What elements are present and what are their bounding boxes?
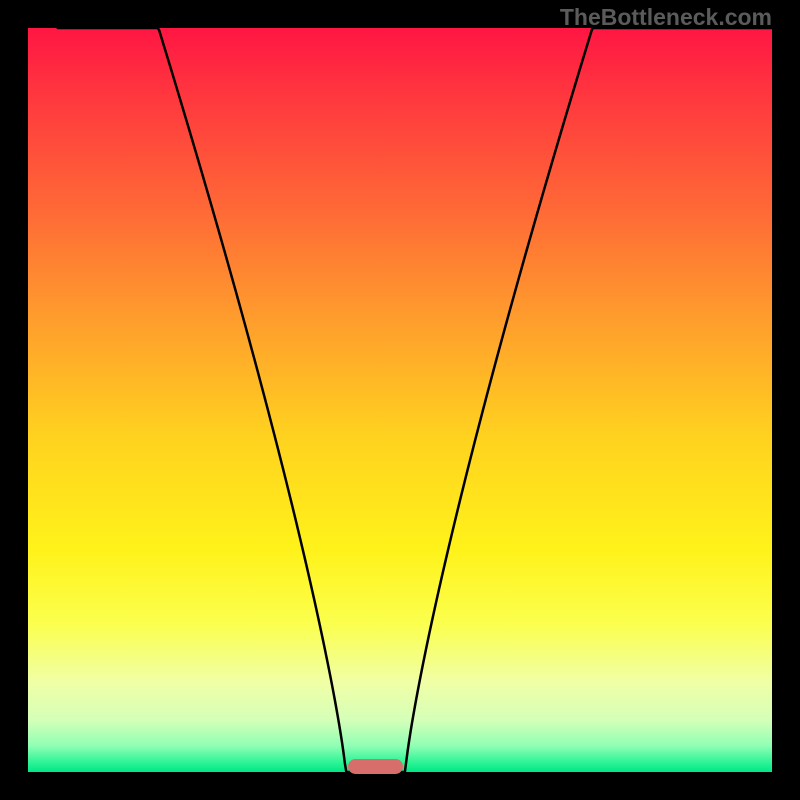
chart-container: { "canvas": { "width": 800, "height": 80… (0, 0, 800, 800)
bottleneck-curve (28, 28, 772, 772)
optimal-marker (348, 759, 403, 774)
plot-area (28, 28, 772, 772)
watermark-text: TheBottleneck.com (560, 4, 772, 31)
